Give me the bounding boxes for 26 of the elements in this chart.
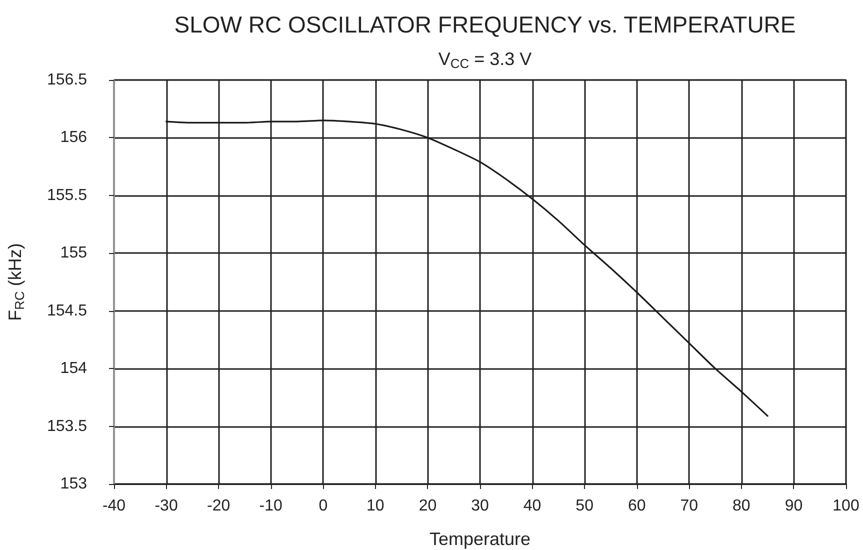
y-tick-label: 155.5 bbox=[46, 186, 88, 204]
x-tick-label: -40 bbox=[102, 498, 126, 514]
x-axis-title: Temperature bbox=[429, 529, 531, 549]
x-tick-label: 80 bbox=[732, 498, 750, 514]
y-tick-label: 155 bbox=[60, 244, 88, 262]
x-tick-label: 90 bbox=[784, 498, 803, 514]
y-tick-label: 156.5 bbox=[46, 72, 88, 88]
x-tick-label: 50 bbox=[576, 498, 594, 514]
chart-title: SLOW RC OSCILLATOR FREQUENCY vs. TEMPERATURE bbox=[174, 12, 796, 38]
x-tick-label: -20 bbox=[207, 498, 230, 514]
x-tick-label: 100 bbox=[832, 498, 860, 514]
x-tick-label: 30 bbox=[471, 498, 489, 514]
x-tick-label: 40 bbox=[523, 498, 542, 514]
y-tick-label: 153 bbox=[60, 476, 88, 492]
y-tick-label: 154 bbox=[60, 360, 88, 378]
x-tick-label: 0 bbox=[318, 498, 328, 514]
x-tick-label: -30 bbox=[154, 498, 178, 514]
y-tick-label: 153.5 bbox=[46, 418, 88, 435]
y-tick-label: 154.5 bbox=[46, 302, 88, 320]
x-tick-label: 10 bbox=[366, 498, 384, 514]
y-tick-label: 156 bbox=[60, 129, 88, 146]
x-tick-label: -10 bbox=[259, 498, 283, 514]
x-tick-label: 70 bbox=[680, 498, 698, 514]
x-tick-label: 60 bbox=[628, 498, 646, 514]
x-tick-label: 20 bbox=[418, 498, 437, 514]
y-axis-title: FRC (kHz) bbox=[5, 243, 27, 321]
